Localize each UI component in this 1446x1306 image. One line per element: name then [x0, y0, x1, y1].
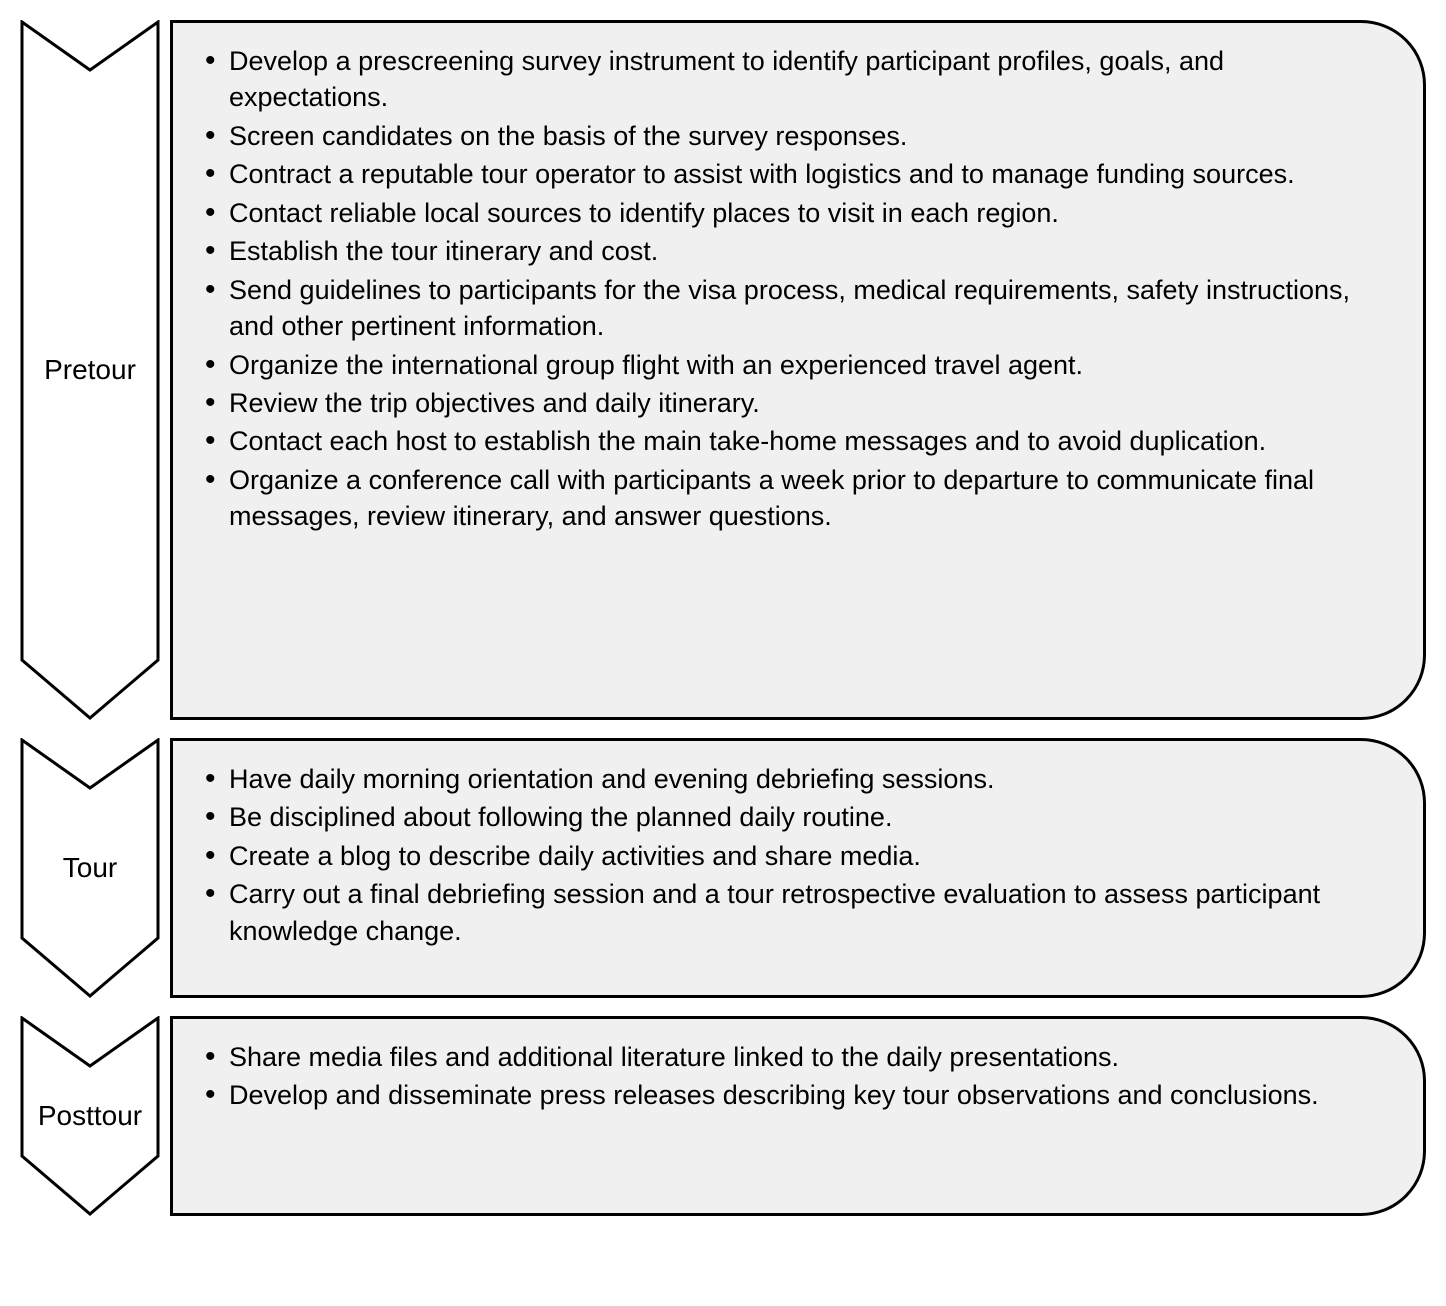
phase-item: Have daily morning orientation and eveni… — [201, 761, 1363, 797]
phase-content-box: Develop a prescreening survey instrument… — [170, 20, 1426, 720]
phase-content-box: Share media files and additional literat… — [170, 1016, 1426, 1216]
phase-row: Pretour Develop a prescreening survey ins… — [20, 20, 1426, 720]
phase-label: Posttour — [20, 1100, 160, 1132]
phase-item: Review the trip objectives and daily iti… — [201, 385, 1363, 421]
phase-item: Contract a reputable tour operator to as… — [201, 156, 1363, 192]
phase-item: Contact reliable local sources to identi… — [201, 195, 1363, 231]
phase-item: Be disciplined about following the plann… — [201, 799, 1363, 835]
phase-item: Share media files and additional literat… — [201, 1039, 1363, 1075]
phase-item: Organize a conference call with particip… — [201, 462, 1363, 535]
phase-label: Tour — [20, 852, 160, 884]
phase-item: Organize the international group flight … — [201, 347, 1363, 383]
phase-item-list: Have daily morning orientation and eveni… — [201, 761, 1363, 949]
phase-item: Develop and disseminate press releases d… — [201, 1077, 1363, 1113]
phase-item: Send guidelines to participants for the … — [201, 272, 1363, 345]
phase-item-list: Develop a prescreening survey instrument… — [201, 43, 1363, 535]
tour-phases-diagram: Pretour Develop a prescreening survey ins… — [20, 20, 1426, 1216]
chevron-icon: Posttour — [20, 1016, 160, 1216]
phase-item: Create a blog to describe daily activiti… — [201, 838, 1363, 874]
phase-item: Carry out a final debriefing session and… — [201, 876, 1363, 949]
phase-label: Pretour — [20, 354, 160, 386]
phase-item-list: Share media files and additional literat… — [201, 1039, 1363, 1114]
chevron-icon: Pretour — [20, 20, 160, 720]
phase-row: Posttour Share media files and additional… — [20, 1016, 1426, 1216]
chevron-icon: Tour — [20, 738, 160, 998]
phase-item: Screen candidates on the basis of the su… — [201, 118, 1363, 154]
phase-row: Tour Have daily morning orientation and e… — [20, 738, 1426, 998]
phase-item: Establish the tour itinerary and cost. — [201, 233, 1363, 269]
phase-item: Develop a prescreening survey instrument… — [201, 43, 1363, 116]
phase-item: Contact each host to establish the main … — [201, 423, 1363, 459]
phase-content-box: Have daily morning orientation and eveni… — [170, 738, 1426, 998]
